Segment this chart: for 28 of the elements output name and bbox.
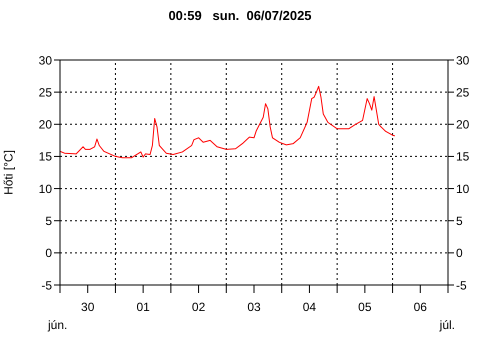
y-axis-title: Hőti [°C] [1,150,16,195]
y2-tick-label: 30 [456,53,470,68]
text: jún. [48,318,68,332]
y2-tick-label: 10 [456,182,470,196]
y2-tick-label: 15 [456,150,470,164]
x-tick-label: 06 [414,300,428,314]
y2-tick-label: -5 [456,278,467,292]
x-tick-label: 04 [302,300,316,314]
x-tick-label: 02 [192,300,206,314]
y2-tick-label: 20 [456,118,470,132]
y2-tick-label: 5 [456,214,463,228]
y-tick-label: 25 [38,85,52,100]
y2-tick-label: 25 [456,85,470,100]
x-tick-label: 03 [247,300,261,314]
y-tick-label: 15 [38,150,52,164]
text: júl. [440,318,455,332]
x-tick-label: 01 [136,300,150,314]
y-tick-label: -5 [41,278,52,292]
y-tick-label: 20 [38,118,52,132]
chart-title: 00:59 sun. 06/07/2025 [167,8,313,23]
x-tick-label: 05 [358,300,372,314]
y-tick-label: 10 [38,182,52,196]
y2-tick-label: 0 [456,246,463,260]
y-tick-label: 0 [45,246,52,260]
y-tick-label: 30 [38,53,52,68]
x-tick-label: 30 [81,300,95,314]
y-tick-label: 5 [45,214,52,228]
line-series [60,86,396,158]
